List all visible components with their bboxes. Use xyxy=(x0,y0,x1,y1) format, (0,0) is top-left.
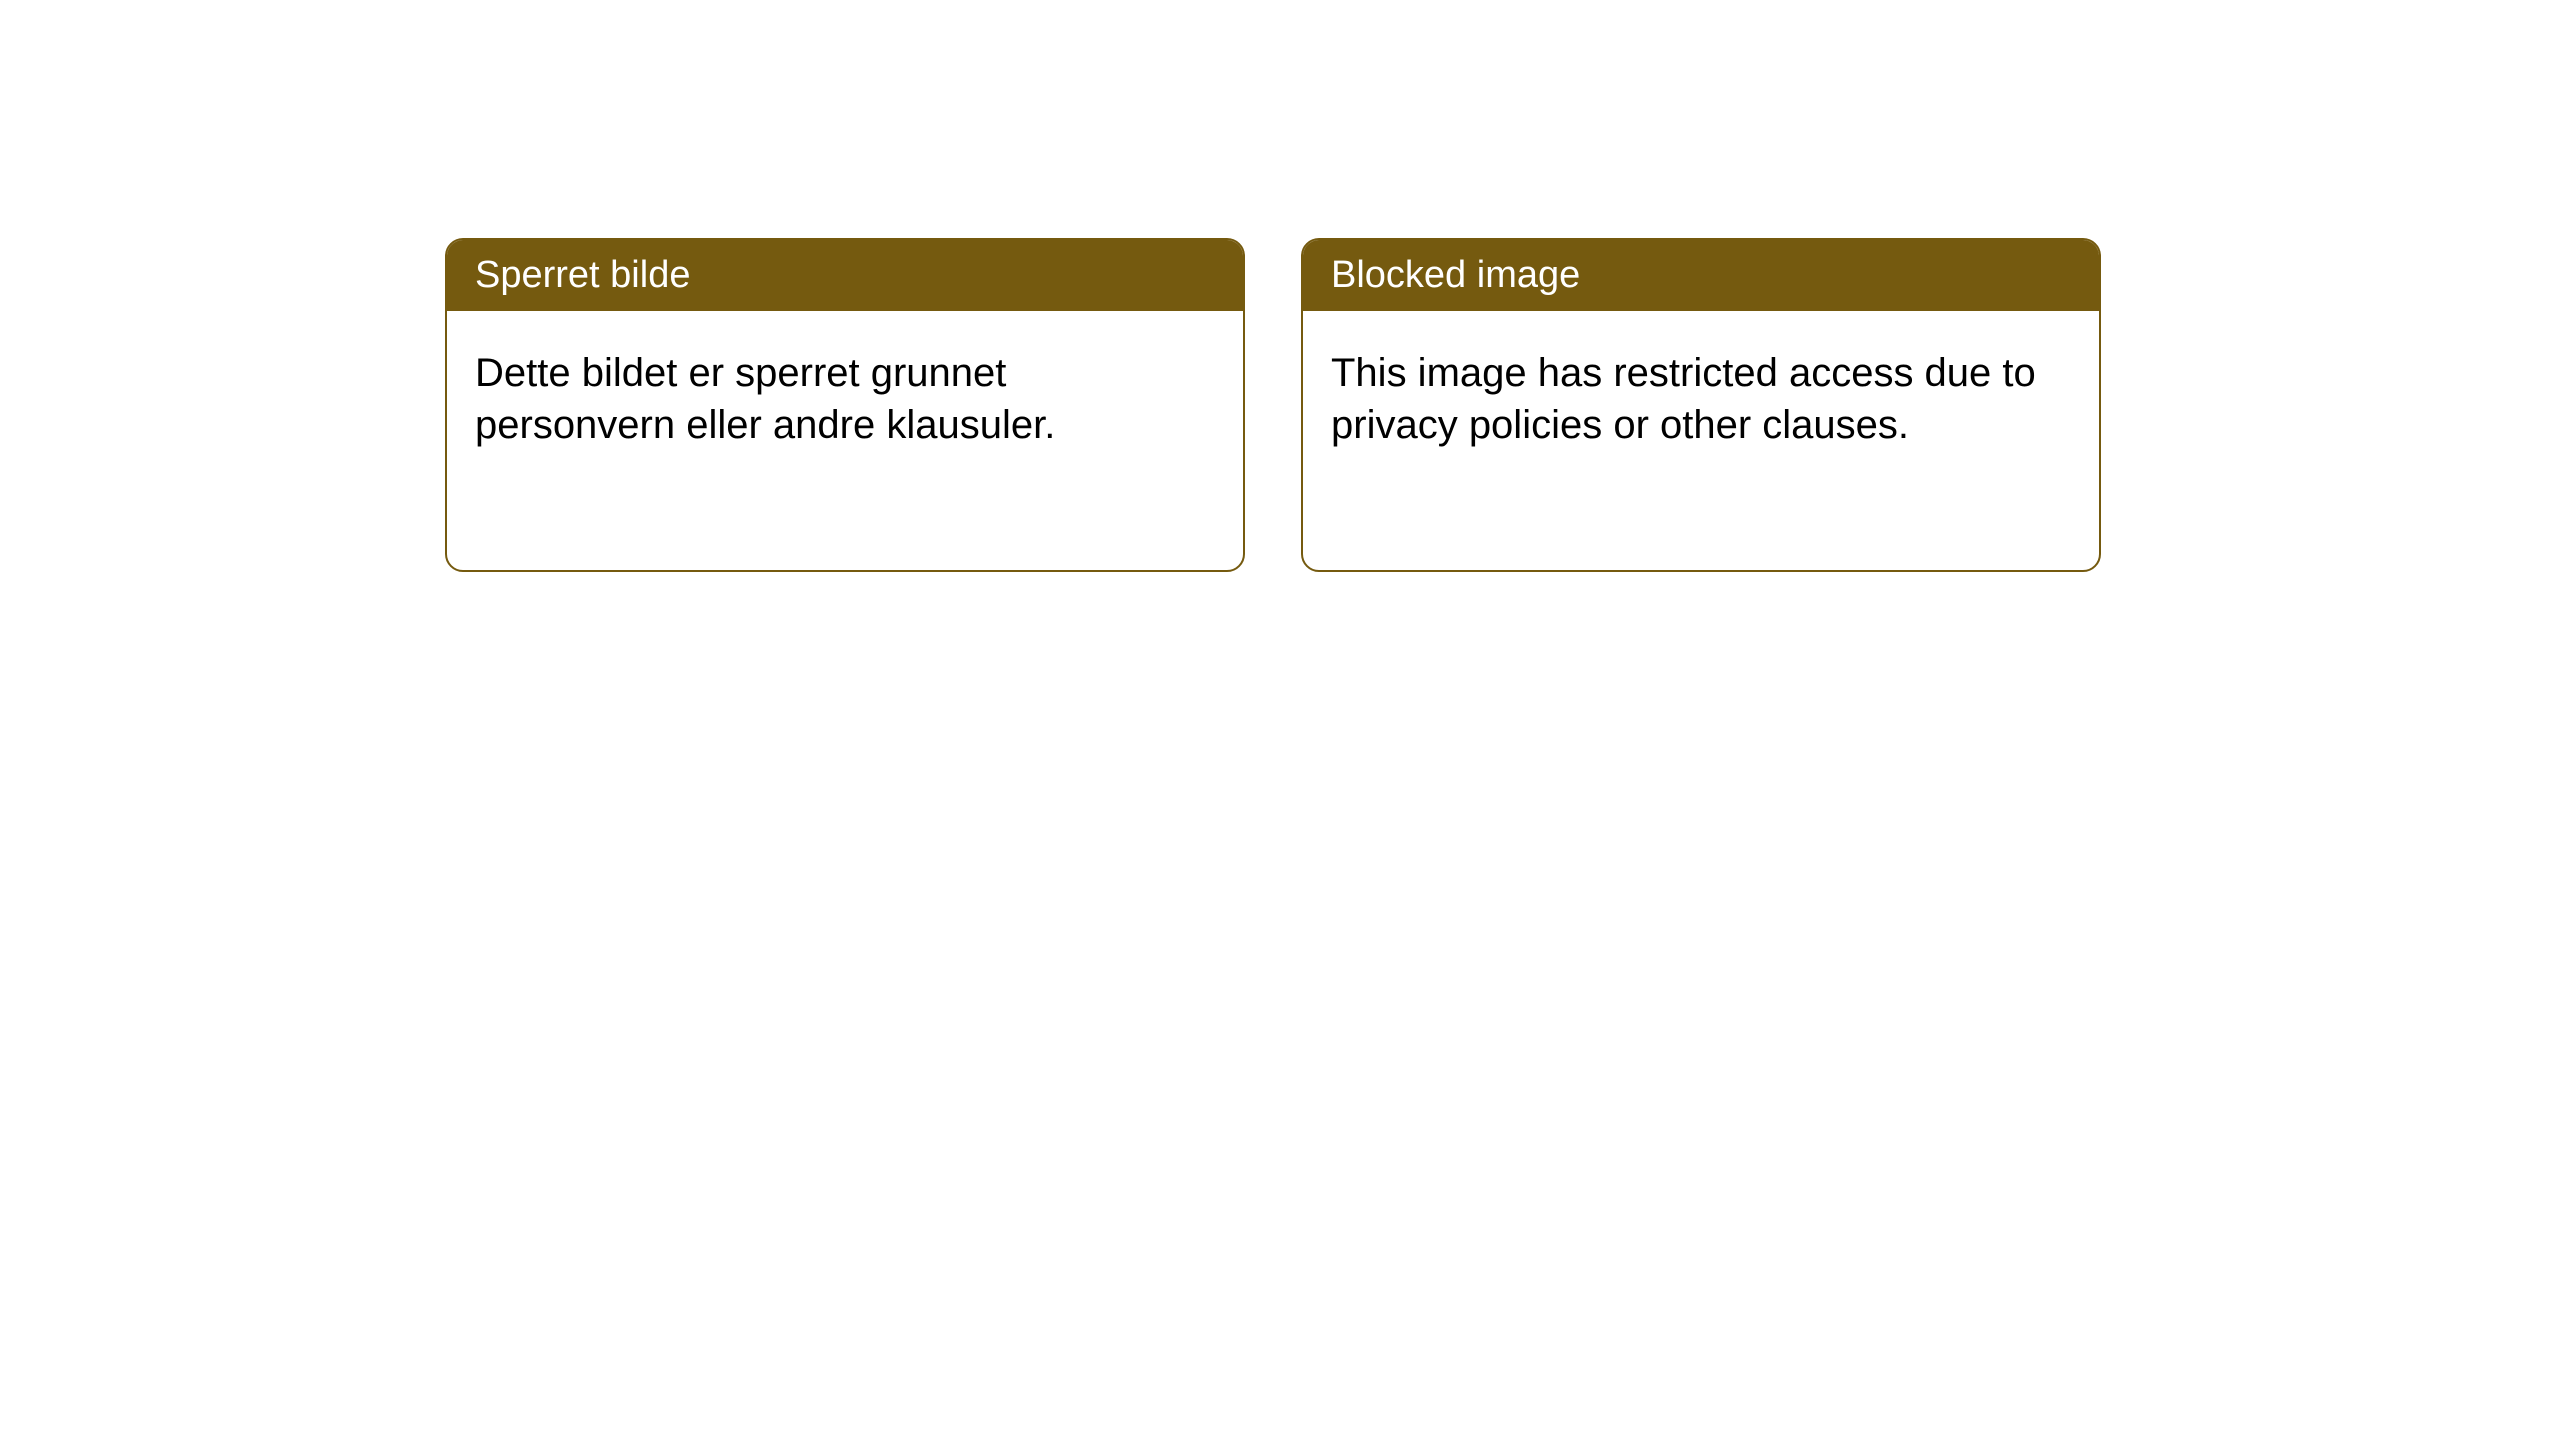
card-body: Dette bildet er sperret grunnet personve… xyxy=(447,311,1243,487)
card-header: Sperret bilde xyxy=(447,240,1243,311)
card-body: This image has restricted access due to … xyxy=(1303,311,2099,487)
card-title: Blocked image xyxy=(1331,254,1580,296)
blocked-image-card-no: Sperret bilde Dette bildet er sperret gr… xyxy=(445,238,1245,572)
card-body-text: Dette bildet er sperret grunnet personve… xyxy=(475,351,1055,447)
card-title: Sperret bilde xyxy=(475,254,690,296)
blocked-image-card-en: Blocked image This image has restricted … xyxy=(1301,238,2101,572)
card-container: Sperret bilde Dette bildet er sperret gr… xyxy=(0,0,2560,572)
card-body-text: This image has restricted access due to … xyxy=(1331,351,2036,447)
card-header: Blocked image xyxy=(1303,240,2099,311)
